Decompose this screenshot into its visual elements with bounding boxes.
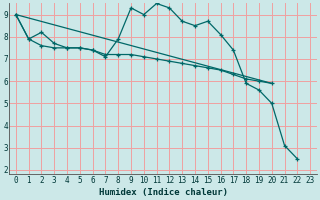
X-axis label: Humidex (Indice chaleur): Humidex (Indice chaleur) xyxy=(99,188,228,197)
